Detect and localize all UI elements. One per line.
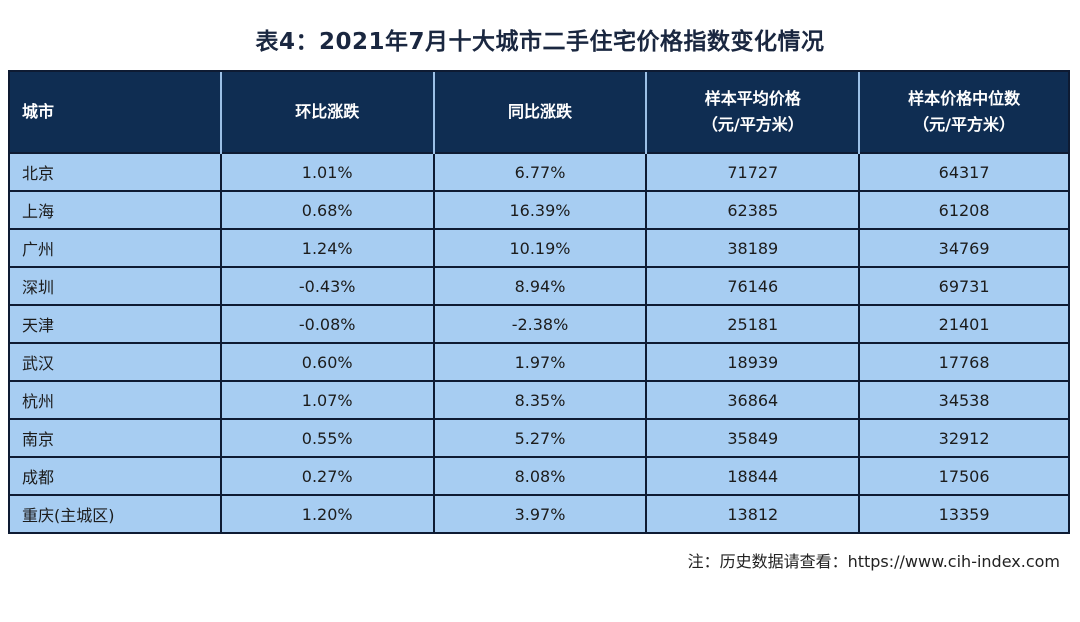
cell-mom: 1.24% — [220, 228, 435, 267]
cell-mom: 1.01% — [220, 152, 435, 191]
cell-avg-price: 36864 — [646, 380, 861, 419]
cell-avg-price: 25181 — [646, 304, 861, 343]
cell-mom: -0.08% — [220, 304, 435, 343]
cell-yoy: 16.39% — [433, 190, 648, 229]
cell-avg-price: 35849 — [646, 418, 861, 457]
table-row: 北京 1.01% 6.77% 71727 64317 — [10, 152, 1068, 191]
cell-avg-price: 62385 — [646, 190, 861, 229]
cell-yoy: 10.19% — [433, 228, 648, 267]
cell-avg-price: 38189 — [646, 228, 861, 267]
cell-median-price: 34538 — [859, 380, 1068, 419]
table-row: 成都 0.27% 8.08% 18844 17506 — [10, 456, 1068, 495]
cell-yoy: 3.97% — [433, 494, 648, 532]
header-city: 城市 — [10, 72, 222, 153]
cell-city: 南京 — [10, 418, 222, 457]
cell-median-price: 34769 — [859, 228, 1068, 267]
cell-mom: 0.55% — [220, 418, 435, 457]
cell-median-price: 61208 — [859, 190, 1068, 229]
cell-mom: 1.07% — [220, 380, 435, 419]
table-row: 杭州 1.07% 8.35% 36864 34538 — [10, 380, 1068, 419]
cell-yoy: 8.94% — [433, 266, 648, 305]
cell-yoy: 8.35% — [433, 380, 648, 419]
cell-median-price: 32912 — [859, 418, 1068, 457]
cell-yoy: -2.38% — [433, 304, 648, 343]
table-row: 武汉 0.60% 1.97% 18939 17768 — [10, 342, 1068, 381]
cell-city: 重庆(主城区) — [10, 494, 222, 532]
header-median-price-line2: （元/平方米） — [913, 115, 1016, 134]
table-header-row: 城市 环比涨跌 同比涨跌 样本平均价格 （元/平方米） 样本价格中位数 （元/平… — [10, 72, 1068, 153]
table-row: 广州 1.24% 10.19% 38189 34769 — [10, 228, 1068, 267]
cell-avg-price: 18844 — [646, 456, 861, 495]
cell-city: 天津 — [10, 304, 222, 343]
price-index-table: 城市 环比涨跌 同比涨跌 样本平均价格 （元/平方米） 样本价格中位数 （元/平… — [10, 72, 1068, 532]
table-row: 天津 -0.08% -2.38% 25181 21401 — [10, 304, 1068, 343]
cell-mom: 0.27% — [220, 456, 435, 495]
cell-mom: -0.43% — [220, 266, 435, 305]
header-median-price-line1: 样本价格中位数 — [908, 89, 1021, 108]
cell-city: 杭州 — [10, 380, 222, 419]
cell-mom: 0.60% — [220, 342, 435, 381]
cell-yoy: 1.97% — [433, 342, 648, 381]
cell-avg-price: 18939 — [646, 342, 861, 381]
table-row: 上海 0.68% 16.39% 62385 61208 — [10, 190, 1068, 229]
price-index-table-container: 城市 环比涨跌 同比涨跌 样本平均价格 （元/平方米） 样本价格中位数 （元/平… — [8, 70, 1070, 534]
cell-city: 广州 — [10, 228, 222, 267]
cell-median-price: 13359 — [859, 494, 1068, 532]
cell-city: 武汉 — [10, 342, 222, 381]
cell-median-price: 69731 — [859, 266, 1068, 305]
cell-avg-price: 13812 — [646, 494, 861, 532]
table-row: 重庆(主城区) 1.20% 3.97% 13812 13359 — [10, 494, 1068, 532]
header-yoy: 同比涨跌 — [433, 72, 648, 153]
cell-yoy: 5.27% — [433, 418, 648, 457]
header-avg-price: 样本平均价格 （元/平方米） — [646, 72, 861, 153]
cell-yoy: 8.08% — [433, 456, 648, 495]
header-avg-price-line2: （元/平方米） — [701, 115, 804, 134]
source-note: 注：历史数据请查看：https://www.cih-index.com — [687, 552, 1060, 571]
header-mom: 环比涨跌 — [220, 72, 435, 153]
table-title: 表4：2021年7月十大城市二手住宅价格指数变化情况 — [255, 29, 825, 55]
cell-yoy: 6.77% — [433, 152, 648, 191]
cell-mom: 0.68% — [220, 190, 435, 229]
cell-median-price: 17506 — [859, 456, 1068, 495]
cell-city: 北京 — [10, 152, 222, 191]
cell-city: 深圳 — [10, 266, 222, 305]
header-avg-price-line1: 样本平均价格 — [704, 89, 801, 108]
cell-mom: 1.20% — [220, 494, 435, 532]
header-median-price: 样本价格中位数 （元/平方米） — [859, 72, 1068, 153]
table-row: 深圳 -0.43% 8.94% 76146 69731 — [10, 266, 1068, 305]
cell-avg-price: 76146 — [646, 266, 861, 305]
cell-avg-price: 71727 — [646, 152, 861, 191]
cell-city: 成都 — [10, 456, 222, 495]
table-row: 南京 0.55% 5.27% 35849 32912 — [10, 418, 1068, 457]
cell-median-price: 64317 — [859, 152, 1068, 191]
cell-median-price: 17768 — [859, 342, 1068, 381]
cell-median-price: 21401 — [859, 304, 1068, 343]
cell-city: 上海 — [10, 190, 222, 229]
